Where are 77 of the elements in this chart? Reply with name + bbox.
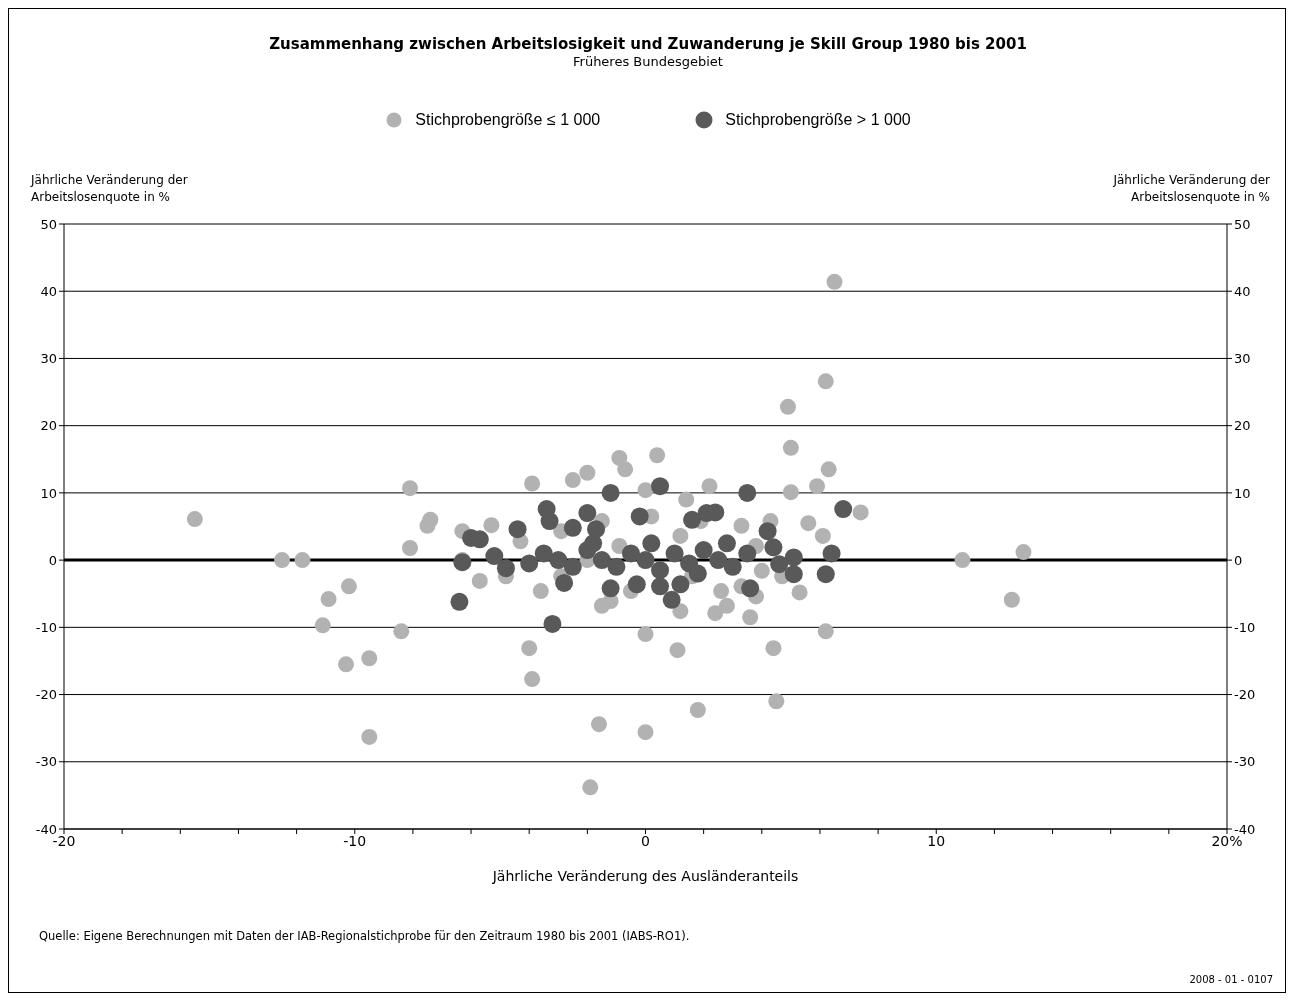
y2-tick-label: 50 bbox=[1234, 216, 1251, 232]
y-tick-label: 20 bbox=[40, 418, 57, 434]
point bbox=[694, 541, 713, 560]
y2-tick-label: 10 bbox=[1234, 485, 1251, 501]
point bbox=[508, 520, 527, 539]
point bbox=[555, 573, 574, 592]
point bbox=[758, 522, 777, 541]
legend-label: Stichprobengröße > 1 000 bbox=[725, 111, 911, 129]
y-tick-label: 50 bbox=[40, 216, 57, 232]
point bbox=[642, 534, 661, 553]
y-tick-label: 40 bbox=[40, 283, 57, 299]
x-tick-label: 0 bbox=[641, 832, 650, 849]
point bbox=[770, 555, 789, 574]
point bbox=[543, 614, 562, 633]
point bbox=[563, 557, 582, 576]
y2-tick-label: -30 bbox=[1234, 754, 1256, 770]
y-tick-label: 10 bbox=[40, 485, 57, 501]
point bbox=[520, 554, 539, 573]
point bbox=[651, 477, 670, 496]
y-axis-title: Jährliche Veränderung der Arbeitslosenquote in % bbox=[31, 172, 189, 206]
point bbox=[627, 575, 646, 594]
y-tick-label: -30 bbox=[35, 754, 57, 770]
y-tick-label: -10 bbox=[35, 619, 57, 635]
point bbox=[784, 565, 803, 584]
point bbox=[671, 575, 690, 594]
point bbox=[822, 544, 841, 563]
point bbox=[607, 557, 626, 576]
point bbox=[651, 561, 670, 580]
y-tick-label: 0 bbox=[48, 552, 57, 568]
x-tick-label: -10 bbox=[343, 832, 367, 849]
y2-tick-label: -20 bbox=[1234, 687, 1256, 703]
x-axis-title: Jährliche Veränderung des Ausländeranteils bbox=[491, 868, 799, 884]
point bbox=[578, 504, 597, 523]
source-note: Quelle: Eigene Berechnungen mit Daten der IAB-Regionalstichprobe für den Zeitraum 1980 bis 2001 (IABS-RO1). bbox=[39, 929, 690, 943]
chart-title: Zusammenhang zwischen Arbeitslosigkeit und Zuwanderung je Skill Group 1980 bis 2001 bbox=[268, 35, 1028, 53]
point bbox=[738, 483, 757, 502]
point bbox=[549, 551, 568, 570]
point bbox=[683, 510, 702, 529]
point bbox=[621, 544, 640, 563]
point bbox=[784, 548, 803, 567]
point bbox=[450, 592, 469, 611]
point bbox=[601, 483, 620, 502]
point bbox=[563, 518, 582, 537]
y-tick-label: 30 bbox=[40, 351, 57, 367]
point bbox=[540, 512, 559, 531]
point bbox=[723, 557, 742, 576]
point bbox=[592, 551, 611, 570]
y2-tick-label: 0 bbox=[1234, 552, 1243, 568]
point bbox=[584, 534, 603, 553]
point bbox=[651, 577, 670, 596]
point bbox=[485, 547, 504, 566]
y2-tick-label: 30 bbox=[1234, 351, 1251, 367]
point bbox=[601, 579, 620, 598]
chart-subtitle: Früheres Bundesgebiet bbox=[572, 54, 724, 69]
y2-tick-label: 20 bbox=[1234, 418, 1251, 434]
point bbox=[688, 564, 707, 583]
point bbox=[738, 544, 757, 563]
point bbox=[662, 590, 681, 609]
point bbox=[816, 565, 835, 584]
point bbox=[534, 544, 553, 563]
point bbox=[834, 500, 853, 519]
y-tick-label: -20 bbox=[35, 687, 57, 703]
legend-label: Stichprobengröße ≤ 1 000 bbox=[415, 111, 601, 129]
x-tick-label: 10 bbox=[927, 832, 946, 849]
point bbox=[709, 551, 728, 570]
text: 2008 - 01 - 0107 bbox=[1189, 974, 1273, 985]
point bbox=[636, 551, 655, 570]
y2-tick-label: -10 bbox=[1234, 619, 1256, 635]
point bbox=[741, 579, 760, 598]
point bbox=[630, 507, 649, 526]
point bbox=[764, 538, 783, 557]
y2-tick-label: 40 bbox=[1234, 283, 1251, 299]
point bbox=[717, 534, 736, 553]
y-tick-label: -40 bbox=[35, 821, 57, 837]
point bbox=[665, 544, 684, 563]
point bbox=[496, 559, 515, 578]
y2-axis-title: Jährliche Veränderung der Arbeitslosenquote in % bbox=[1112, 172, 1270, 206]
